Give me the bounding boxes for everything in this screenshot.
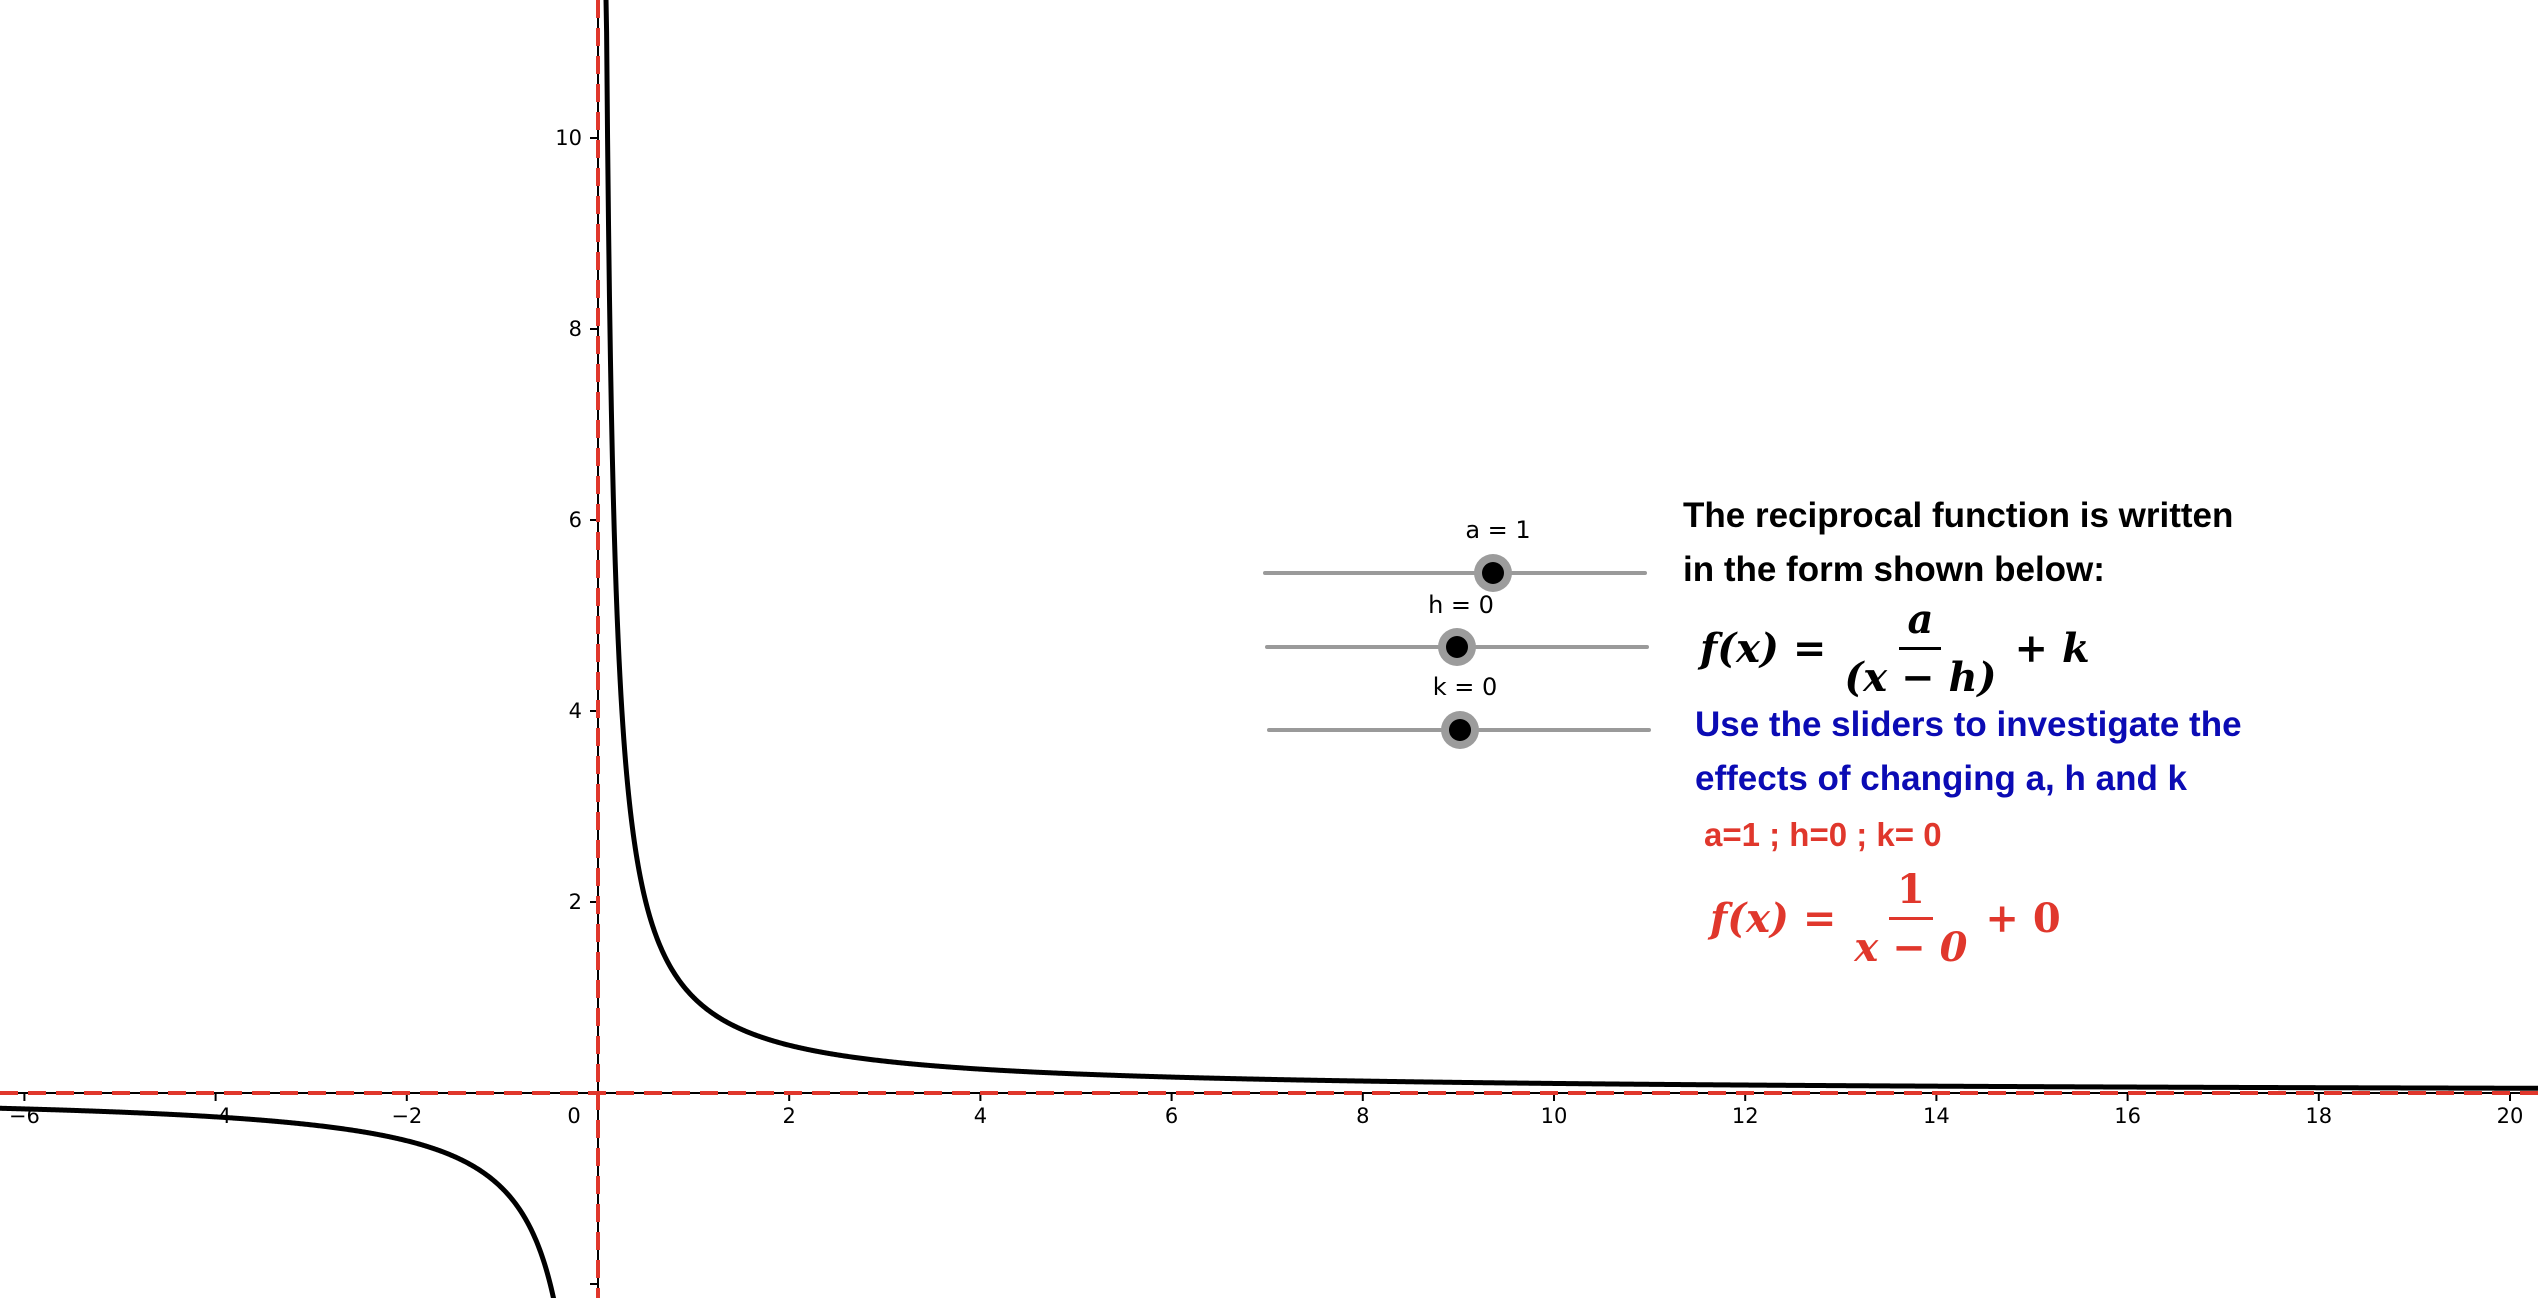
slider-a-label: a = 1	[1465, 516, 1531, 544]
x-tick-label: 16	[2114, 1104, 2141, 1128]
general-formula-lhs: f(x) =	[1700, 625, 1827, 672]
general-formula-fraction: a (x − h)	[1836, 596, 2004, 701]
x-axis: −6 −4 −2 0 2 4 6 8 10 12 14 16 18 20	[0, 1092, 2538, 1128]
x-tick-label: 18	[2305, 1104, 2332, 1128]
current-formula-fraction: 1 x − 0	[1846, 866, 1975, 971]
y-tick-label: 8	[569, 317, 582, 341]
x-tick-label: 12	[1732, 1104, 1759, 1128]
x-tick-label: 6	[1165, 1104, 1178, 1128]
general-formula: f(x) = a (x − h) + k	[1700, 596, 2090, 701]
intro-text-line-2: in the form shown below:	[1683, 550, 2105, 589]
x-tick-label: 2	[783, 1104, 796, 1128]
instruction-text: Use the sliders to investigate the effec…	[1695, 698, 2242, 806]
x-tick-label: 14	[1923, 1104, 1950, 1128]
intro-text: The reciprocal function is written in th…	[1683, 489, 2233, 597]
slider-k-knob[interactable]	[1441, 711, 1479, 749]
general-formula-tail: + k	[2014, 625, 2090, 672]
x-tick-label: 0	[567, 1104, 580, 1128]
slider-k-label: k = 0	[1432, 673, 1498, 701]
instruction-text-line-2: effects of changing a, h and k	[1695, 759, 2188, 798]
current-formula: f(x) = 1 x − 0 + 0	[1710, 866, 2061, 971]
y-tick-label: 10	[555, 126, 582, 150]
y-tick-label: 4	[569, 699, 582, 723]
x-tick-label: 20	[2497, 1104, 2524, 1128]
slider-a-track[interactable]	[1263, 571, 1647, 575]
general-formula-denominator: (x − h)	[1844, 654, 1997, 701]
current-formula-numerator: 1	[1888, 866, 1933, 920]
y-tick-label: 2	[569, 890, 582, 914]
reciprocal-curve-left-branch[interactable]	[0, 1105, 579, 1298]
current-parameter-values: a=1 ; h=0 ; k= 0	[1704, 816, 1942, 853]
instruction-text-line-1: Use the sliders to investigate the	[1695, 705, 2242, 744]
x-tick-label: 8	[1356, 1104, 1369, 1128]
x-tick-label: −2	[391, 1104, 422, 1128]
slider-h-label: h = 0	[1428, 591, 1494, 619]
reciprocal-curve-right-branch[interactable]	[603, 0, 2538, 1091]
slider-h-knob[interactable]	[1438, 628, 1476, 666]
x-tick-label: 10	[1541, 1104, 1568, 1128]
current-formula-lhs: f(x) =	[1710, 895, 1837, 942]
y-tick-label: 6	[569, 508, 582, 532]
current-formula-tail: + 0	[1985, 895, 2061, 942]
x-tick-label: 4	[974, 1104, 987, 1128]
intro-text-line-1: The reciprocal function is written	[1683, 496, 2234, 535]
current-formula-denominator: x − 0	[1854, 924, 1968, 971]
general-formula-numerator: a	[1899, 596, 1942, 650]
slider-a-knob[interactable]	[1474, 554, 1512, 592]
